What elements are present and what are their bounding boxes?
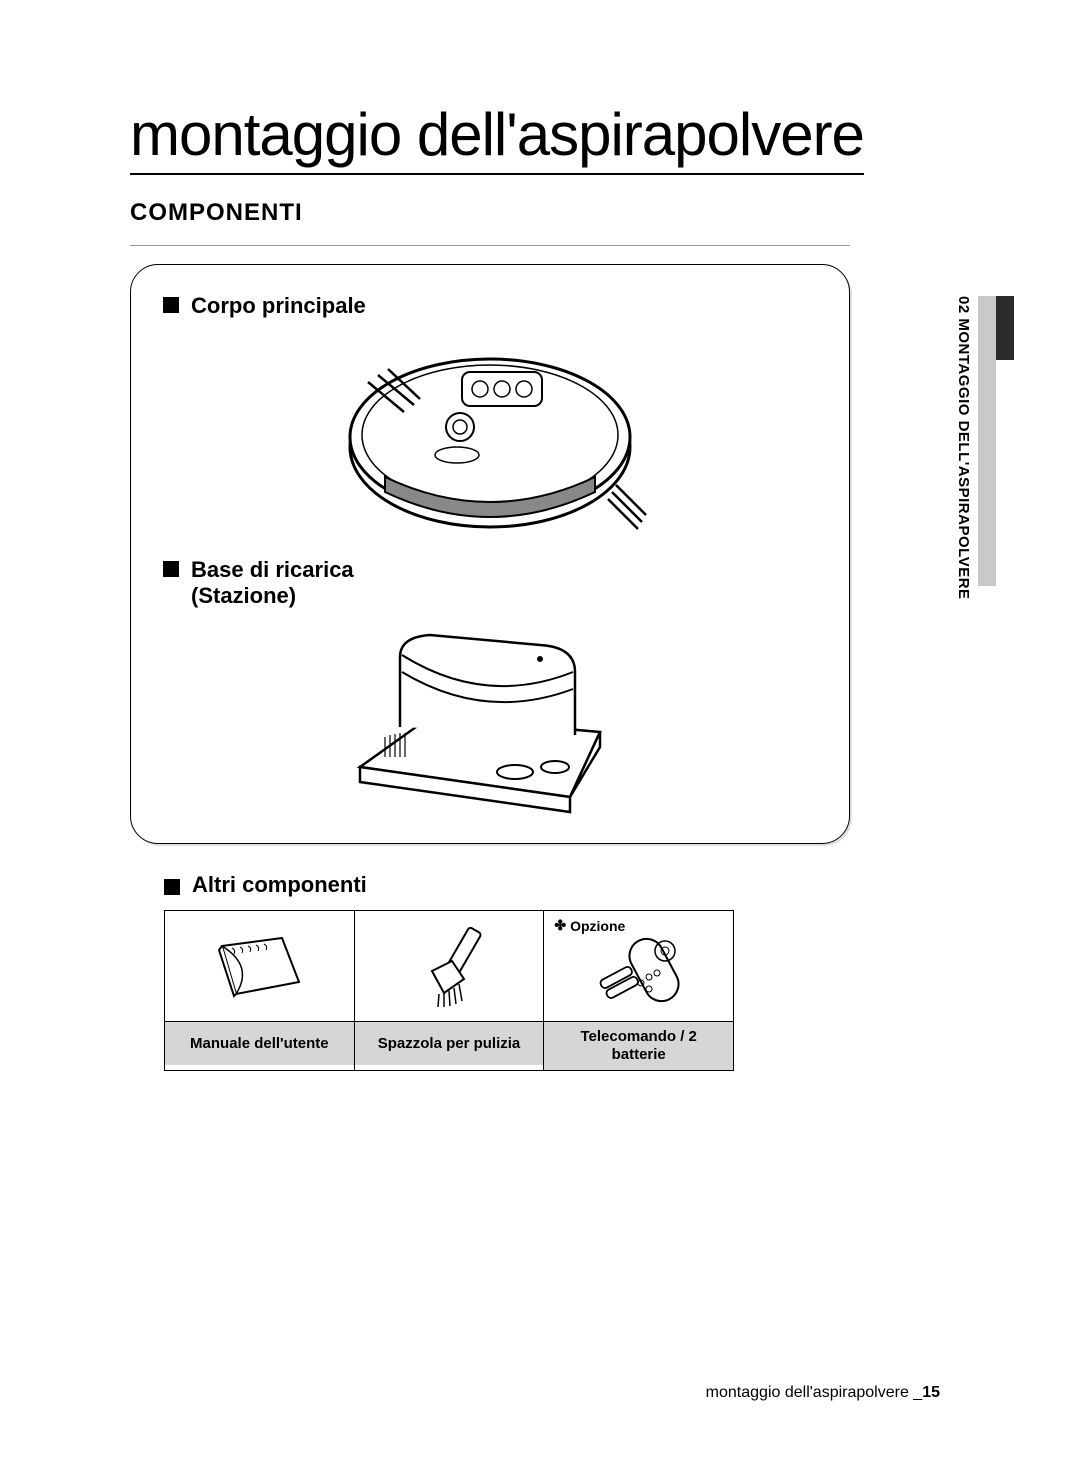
opzione-icon: ✤ bbox=[554, 917, 566, 934]
opzione-label: Opzione bbox=[570, 918, 625, 934]
square-bullet-icon bbox=[164, 879, 180, 895]
component-label-main-body: Corpo principale bbox=[191, 293, 366, 319]
side-tab-bar-black bbox=[996, 296, 1014, 360]
table-label-remote-line1: Telecomando / 2 bbox=[580, 1028, 696, 1046]
table-label-remote-line2: batterie bbox=[580, 1046, 696, 1064]
component-label-charging-base-line2: (Stazione) bbox=[191, 583, 354, 609]
altri-componenti-label: Altri componenti bbox=[192, 872, 367, 898]
component-item-main-body: Corpo principale bbox=[163, 293, 817, 319]
section-heading-componenti: COMPONENTI bbox=[130, 199, 970, 227]
side-tab-label: 02 MONTAGGIO DELL'ASPIRAPOLVERE bbox=[955, 296, 972, 600]
illustration-charging-base bbox=[163, 617, 817, 827]
side-tab-bar-grey bbox=[978, 296, 996, 586]
table-col-brush: Spazzola per pulizia bbox=[355, 911, 545, 1070]
table-label-brush: Spazzola per pulizia bbox=[355, 1021, 544, 1065]
square-bullet-icon bbox=[163, 297, 179, 313]
illustration-brush bbox=[355, 911, 544, 1021]
square-bullet-icon bbox=[163, 561, 179, 577]
opzione-tag: ✤ Opzione bbox=[554, 917, 625, 934]
table-label-remote: Telecomando / 2 batterie bbox=[544, 1021, 733, 1070]
component-item-charging-base: Base di ricarica (Stazione) bbox=[163, 557, 817, 609]
page-title: montaggio dell'aspirapolvere bbox=[130, 100, 864, 175]
altri-componenti-heading-row: Altri componenti bbox=[164, 872, 970, 898]
components-box: Corpo principale bbox=[130, 264, 850, 844]
illustration-main-body bbox=[163, 327, 817, 547]
section-rule bbox=[130, 245, 850, 246]
illustration-remote: ✤ Opzione bbox=[544, 911, 733, 1021]
component-label-charging-base-line1: Base di ricarica bbox=[191, 557, 354, 583]
table-label-manual: Manuale dell'utente bbox=[165, 1021, 354, 1065]
footer-page-number: 15 bbox=[922, 1384, 940, 1401]
footer-text: montaggio dell'aspirapolvere _ bbox=[706, 1384, 923, 1401]
page-footer: montaggio dell'aspirapolvere _15 bbox=[706, 1384, 940, 1402]
side-tab-wrapper: 02 MONTAGGIO DELL'ASPIRAPOLVERE bbox=[955, 296, 972, 600]
illustration-manual bbox=[165, 911, 354, 1021]
table-col-remote: ✤ Opzione Telecomando / 2 bbox=[544, 911, 733, 1070]
other-components-table: Manuale dell'utente Spazzola per pulizia… bbox=[164, 910, 734, 1071]
table-col-manual: Manuale dell'utente bbox=[165, 911, 355, 1070]
